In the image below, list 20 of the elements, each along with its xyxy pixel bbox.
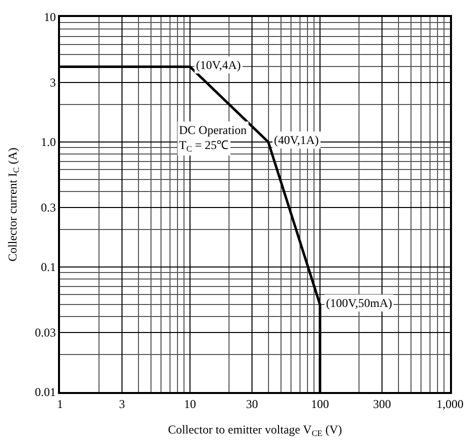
annotation: T$_{C}$ = 25℃ — [179, 138, 229, 154]
y-tick-label: 0.3 — [40, 200, 56, 215]
annotation: DC Operation — [179, 123, 247, 137]
y-tick-label: 3 — [50, 76, 56, 90]
x-axis-title: Collector to emitter voltage V$_{CE}$ (V) — [168, 422, 342, 438]
x-tick-label: 3 — [119, 397, 126, 412]
annotation: (40V,1A) — [274, 133, 319, 147]
x-tick-label: 1,000 — [436, 397, 464, 412]
y-tick-label: 1.0 — [40, 135, 56, 150]
x-tick-label: 1 — [57, 397, 63, 412]
annotation: (10V,4A) — [196, 58, 241, 72]
y-tick-label: 0.1 — [40, 260, 56, 274]
y-tick-label: 0.03 — [34, 326, 56, 340]
annotation: (100V,50mA) — [326, 296, 392, 310]
x-tick-label: 30 — [246, 397, 258, 412]
x-tick-label: 100 — [311, 397, 329, 412]
y-tick-label: 0.01 — [34, 385, 56, 400]
x-tick-label: 300 — [373, 397, 392, 412]
y-tick-label: 10 — [44, 10, 56, 24]
x-tick-label: 10 — [184, 397, 196, 412]
